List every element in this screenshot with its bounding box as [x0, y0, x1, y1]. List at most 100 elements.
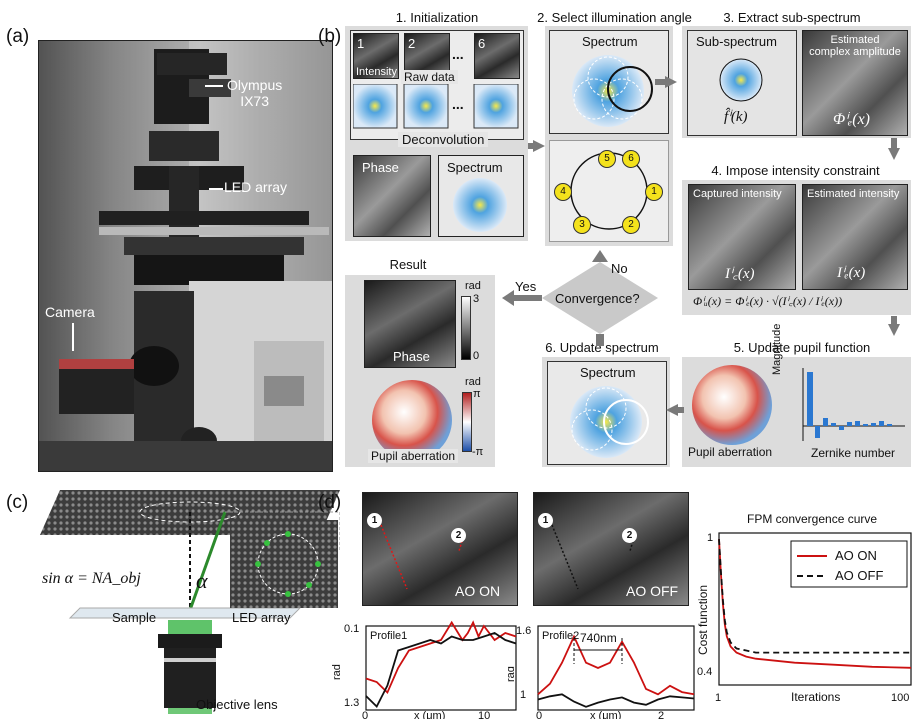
- microscope-photo: Olympus IX73 LED array Camera: [38, 40, 333, 472]
- ao-on-marker-2: 2: [451, 528, 466, 543]
- profile1-chart: Profile1 0.1 1.3 rad 0 10 x (μm): [331, 620, 517, 719]
- yes-arrow-head: [502, 290, 514, 306]
- init-spectrum-label: Spectrum: [447, 160, 503, 175]
- phase-colorbar-unit: rad: [465, 280, 481, 292]
- step2-title: 2. Select illumination angle: [537, 10, 692, 25]
- profile2-xlabel: x (μm): [590, 710, 621, 719]
- profile2-ylabel: rad: [508, 666, 517, 682]
- profile2-series-1: [537, 693, 695, 708]
- step5-title: 5. Update pupil function: [733, 340, 871, 355]
- raw-data-label: Raw data: [401, 70, 458, 84]
- raw-tile-1-label: 1: [357, 36, 365, 51]
- step4-title: 4. Impose intensity constraint: [711, 163, 880, 178]
- raw-tile-6: 6: [474, 33, 520, 79]
- ao-off-label: AO OFF: [626, 583, 679, 599]
- sub-spectrum-box: Sub-spectrum f̂ⁱ(k): [687, 30, 797, 136]
- raw-tile-6-label: 6: [478, 36, 486, 51]
- camera-label: Camera: [45, 304, 95, 320]
- conv-legend-label-0: AO ON: [835, 548, 877, 563]
- profile1-xtick-10: 10: [478, 710, 490, 719]
- conv-legend-box: [790, 540, 908, 588]
- ao-on-profile-lines: [380, 524, 463, 590]
- conv-legend-label-1: AO OFF: [835, 568, 883, 583]
- ao-on-marker-1: 1: [367, 513, 382, 528]
- update-equation: Φⁱᵤ(x) = Φⁱₑ(x) · √(Iⁱ꜀(x) / Iⁱₑ(x)): [693, 294, 843, 308]
- ao-off-marker-2: 2: [622, 528, 637, 543]
- profile1-ytick-top: 0.1: [344, 623, 359, 635]
- zernike-bar-chart: [802, 368, 905, 441]
- convergence-chart: FPM convergence curve 1 0.4 1 100 Iterations C…: [696, 512, 912, 704]
- profile1-ytick-bottom: 1.3: [344, 697, 359, 709]
- init-phase-label: Phase: [362, 160, 399, 175]
- convergence-arrows: [502, 250, 658, 346]
- step3-title: 3. Extract sub-spectrum: [723, 10, 861, 25]
- profile1-ylabel: rad: [331, 664, 343, 680]
- conv-ytick-1: 1: [707, 532, 713, 544]
- alpha-label: α: [196, 568, 208, 593]
- conv-series-ao-on: [718, 539, 912, 669]
- init-phase-image: Phase: [353, 155, 431, 237]
- estimated-intensity-image: Estimated intensity Iⁱₑ(x): [802, 184, 908, 290]
- pupil-colorbar: [462, 392, 472, 452]
- update-spectrum-label: Spectrum: [580, 365, 636, 380]
- ao-on-image: 1 2 AO ON: [362, 492, 518, 606]
- olympus-label: Olympus IX73: [227, 77, 282, 109]
- conv-xtick-100: 100: [891, 692, 909, 704]
- raw-ellipsis: ...: [452, 46, 464, 62]
- profile2-series-0: [537, 634, 695, 696]
- pupil-colorbar-max: π: [473, 388, 481, 400]
- no-label: No: [611, 261, 628, 276]
- profile2-ytick-bottom: 1: [520, 689, 526, 701]
- estimated-amplitude-line2: complex amplitude: [809, 46, 901, 58]
- init-spectrum-flower: [453, 178, 507, 232]
- ring-node-4: 4: [554, 183, 572, 201]
- i-e-label: Iⁱₑ(x): [837, 265, 866, 281]
- down-arrow-stem: [596, 334, 604, 346]
- otf-ellipsis: ...: [452, 96, 464, 112]
- init-spectrum-image: Spectrum: [438, 155, 524, 237]
- sample-label: Sample: [112, 610, 157, 625]
- profile1-xlabel: x (μm): [414, 710, 445, 719]
- olympus-arrow: [205, 85, 223, 87]
- result-phase-label: Phase: [393, 349, 430, 364]
- update-spectrum-box: Spectrum: [547, 361, 667, 465]
- estimated-amplitude-image: Estimated complex amplitude Φⁱₑ(x): [802, 30, 908, 136]
- conv-ylabel: Cost function: [696, 585, 710, 655]
- captured-intensity-image: Captured intensity Iⁱ꜀(x): [688, 184, 796, 290]
- ring-node-3: 3: [573, 216, 591, 234]
- pupil-aberration-disc: [692, 365, 772, 445]
- estimated-amplitude-line1: Estimated: [830, 34, 880, 46]
- estimated-intensity-label: Estimated intensity: [807, 188, 900, 200]
- ao-off-marker-1: 1: [538, 513, 553, 528]
- estimated-amplitude-label: Estimated complex amplitude: [807, 34, 903, 58]
- pupil-colorbar-min: -π: [472, 446, 484, 458]
- phase-colorbar-min: 0: [473, 350, 480, 362]
- olympus-label-line2: IX73: [240, 93, 270, 109]
- conv-xlabel: Iterations: [791, 690, 840, 704]
- objective-lens-label: Objective lens: [196, 697, 278, 712]
- ring-node-1: 1: [645, 183, 663, 201]
- intensity-label: Intensity: [356, 66, 397, 78]
- olympus-label-line1: Olympus: [227, 77, 283, 93]
- f-hat-label: f̂ⁱ(k): [724, 109, 748, 125]
- step6-title: 6. Update spectrum: [545, 340, 659, 355]
- panel-label-d: (d): [318, 492, 342, 513]
- profile2-ytick-top: 1.6: [516, 625, 531, 637]
- ring-node-5: 5: [598, 150, 616, 168]
- profile2-dist-label: 740nm: [580, 631, 617, 645]
- ao-off-profile-lines: [551, 524, 634, 590]
- ring-node-2: 2: [622, 216, 640, 234]
- profile1-xtick-0: 0: [362, 710, 368, 719]
- zernike-number-label: Zernike number: [811, 446, 896, 460]
- otf-row: [353, 84, 519, 129]
- profile1-series-1: [365, 632, 517, 709]
- phi-e-label: Φⁱₑ(x): [833, 111, 870, 128]
- profile2-title: Profile2: [542, 630, 579, 642]
- camera-arrow: [72, 323, 74, 351]
- sample-slide: [68, 607, 302, 619]
- led-arrow: [209, 188, 223, 190]
- select-spectrum-flower: [572, 55, 653, 127]
- raw-tile-1: 1: [353, 33, 399, 79]
